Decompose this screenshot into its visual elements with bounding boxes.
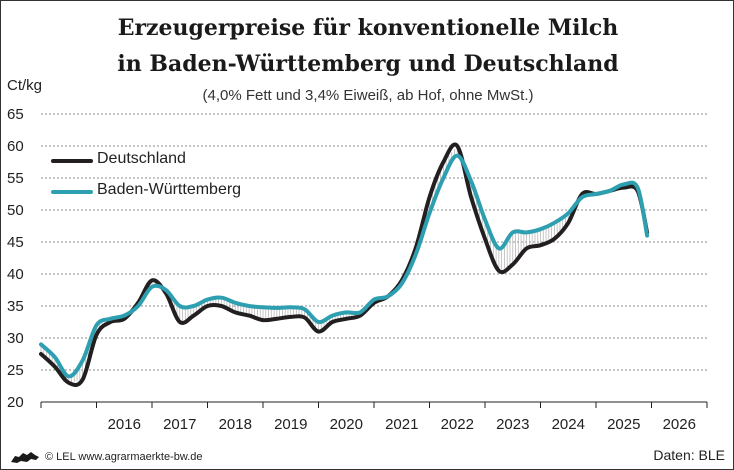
y-axis-unit: Ct/kg xyxy=(7,77,43,94)
chart-subtitle: (4,0% Fett und 3,4% Eiweiß, ab Hof, ohne… xyxy=(202,87,534,104)
series-line-baden-wuerttemberg xyxy=(39,153,650,379)
lion-logo-icon xyxy=(11,452,39,463)
x-tick-label: 2023 xyxy=(496,416,529,433)
x-tick-label: 2018 xyxy=(219,416,252,433)
source-credit-text: © LEL www.agrarmaerkte-bw.de xyxy=(45,451,203,463)
x-tick-label: 2026 xyxy=(663,416,696,433)
x-tick-label: 2021 xyxy=(385,416,418,433)
data-source: Daten: BLE xyxy=(653,447,725,463)
x-tick-label: 2019 xyxy=(274,416,307,433)
legend-swatch-deutschland xyxy=(51,159,93,163)
y-tick-label: 35 xyxy=(7,298,24,315)
x-tick-label: 2022 xyxy=(441,416,474,433)
y-tick-label: 60 xyxy=(7,138,24,155)
legend-label-deutschland: Deutschland xyxy=(97,150,186,167)
x-tick-label: 2017 xyxy=(163,416,196,433)
legend-label-baden-wuerttemberg: Baden-Württemberg xyxy=(97,181,242,198)
y-tick-label: 25 xyxy=(7,362,24,379)
x-tick-label: 2020 xyxy=(330,416,363,433)
y-tick-label: 40 xyxy=(7,266,24,283)
y-tick-label: 55 xyxy=(7,170,24,187)
chart-title: Erzeugerpreise für konventionelle Milch xyxy=(117,15,619,41)
x-tick-label: 2025 xyxy=(607,416,640,433)
y-tick-label: 65 xyxy=(7,106,24,123)
y-tick-label: 45 xyxy=(7,234,24,251)
x-tick-label: 2024 xyxy=(552,416,585,433)
chart-title-line2: in Baden-Württemberg und Deutschland xyxy=(117,51,619,77)
y-tick-label: 50 xyxy=(7,202,24,219)
y-tick-label: 30 xyxy=(7,330,24,347)
y-tick-label: 20 xyxy=(7,394,24,411)
x-tick-label: 2016 xyxy=(108,416,141,433)
series-line-deutschland xyxy=(39,142,650,387)
legend-swatch-baden-wuerttemberg xyxy=(51,190,93,194)
